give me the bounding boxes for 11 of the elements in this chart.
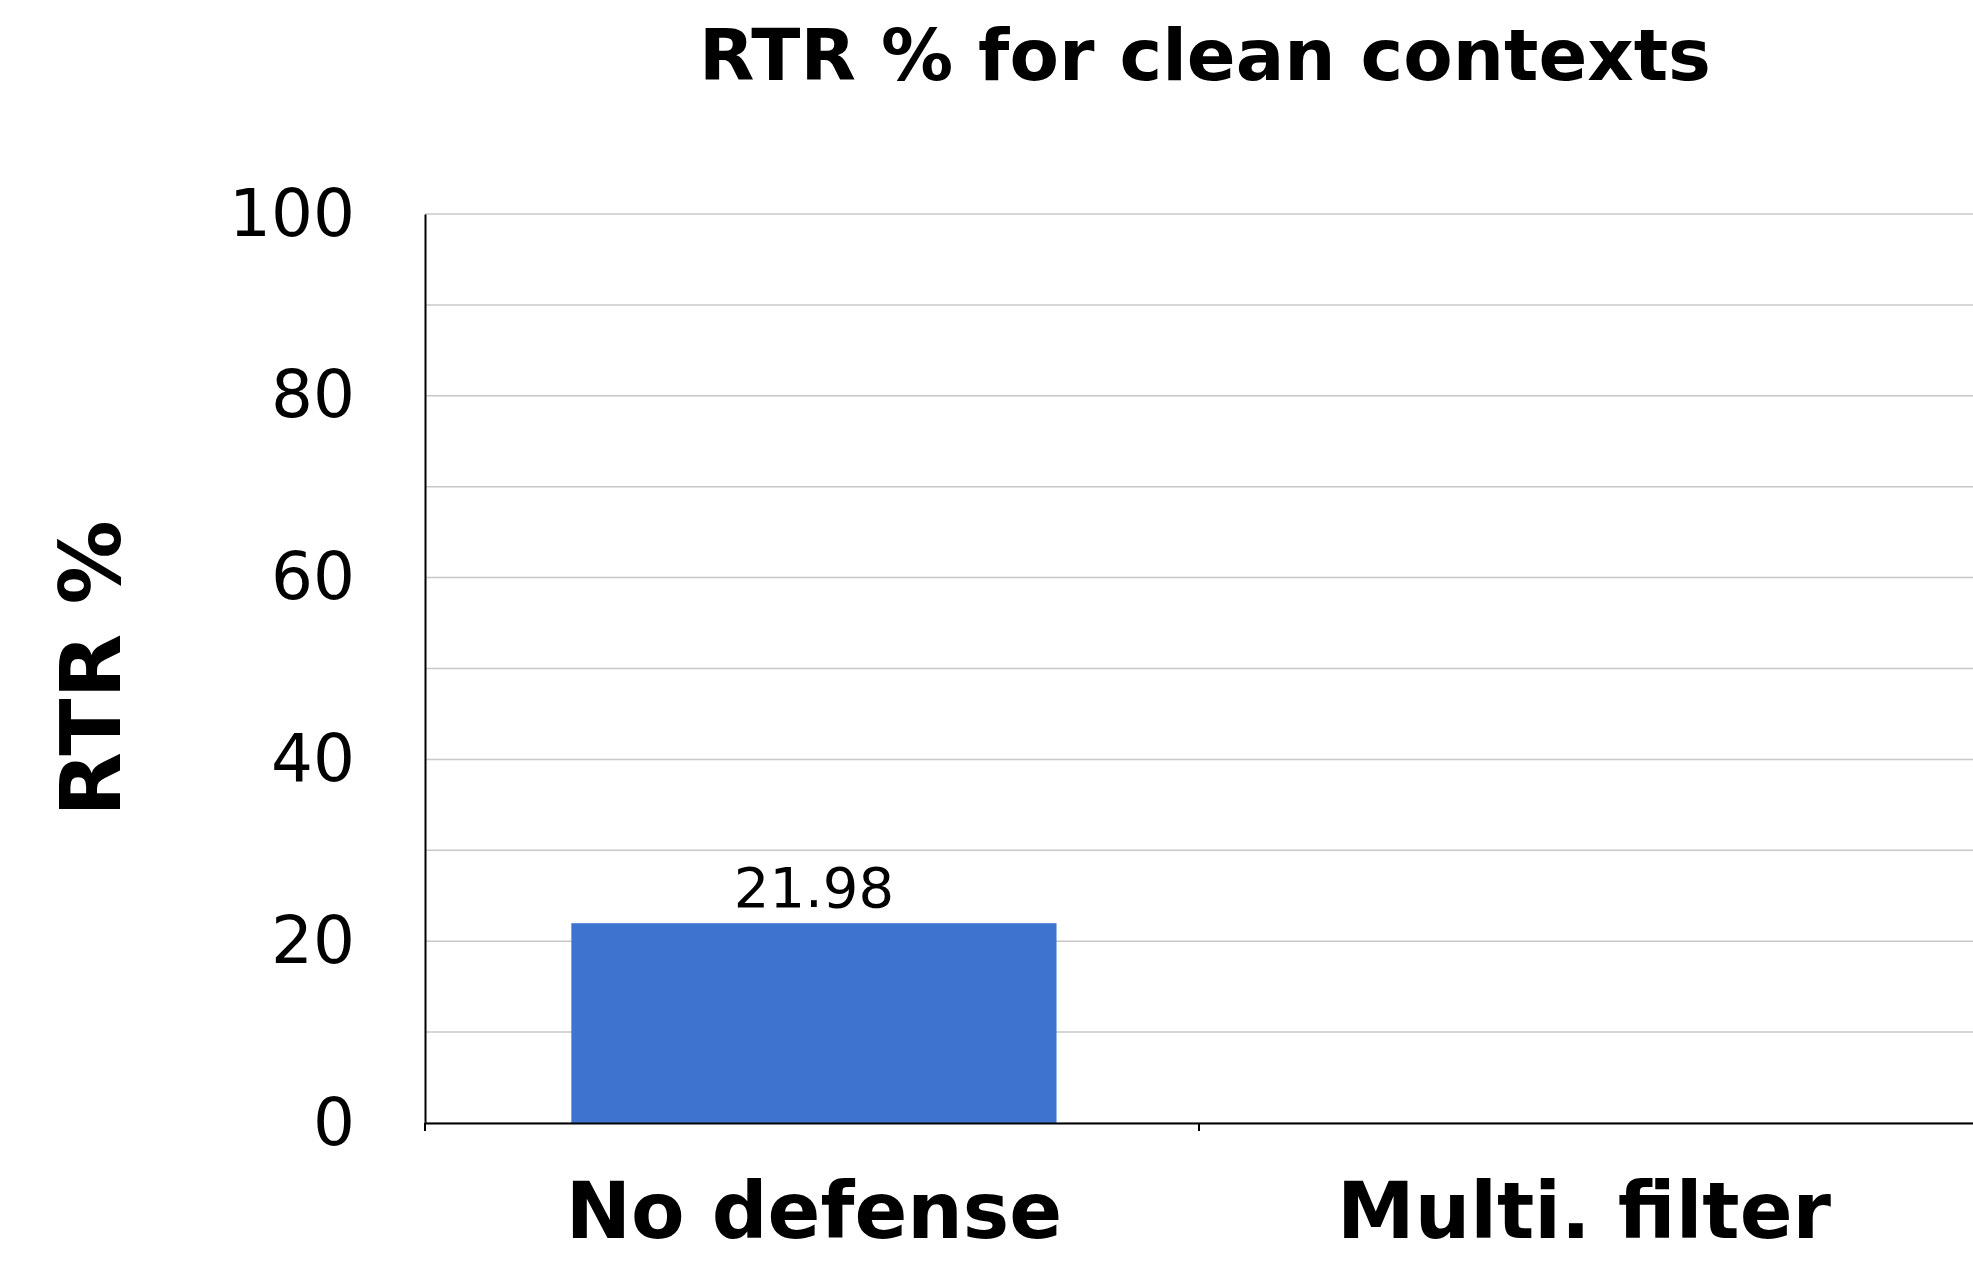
y-tick-label: 0 <box>313 1083 355 1161</box>
y-axis-title: RTR % <box>42 520 140 817</box>
y-tick-label: 20 <box>271 901 355 979</box>
y-tick-label: 100 <box>229 174 355 252</box>
y-tick-label: 60 <box>271 538 355 616</box>
data-label: 21.98 <box>733 855 895 921</box>
y-tick-label: 40 <box>271 720 355 798</box>
x-tick-label: Multi. filter <box>1337 1166 1832 1257</box>
x-tick-label: No defense <box>565 1166 1063 1257</box>
y-tick-label: 80 <box>271 356 355 434</box>
chart-title: RTR % for clean contexts <box>699 13 1711 97</box>
